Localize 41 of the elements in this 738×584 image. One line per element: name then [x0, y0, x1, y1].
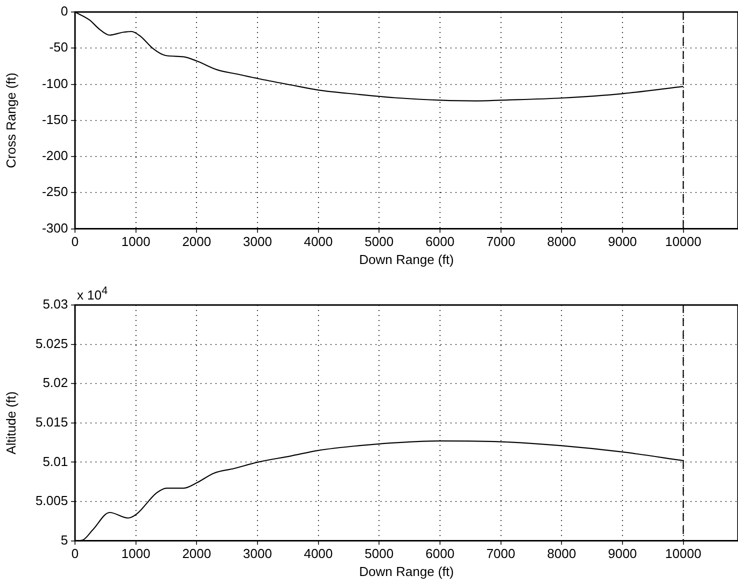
x-axis-title: Down Range (ft)	[359, 564, 454, 579]
y-tick-label: 5.01	[42, 454, 68, 469]
x-tick-label: 2000	[182, 234, 212, 250]
text: x 10$^{4}$	[77, 285, 108, 302]
y-tick-label: 0	[60, 4, 68, 19]
y-tick-label: 5.03	[42, 296, 68, 312]
x-tick-label: 0	[71, 546, 79, 562]
y-tick-label: -300	[42, 220, 68, 236]
x-tick-label: 3000	[243, 234, 272, 250]
x-tick-label: 5000	[364, 234, 394, 250]
x-tick-label: 10000	[665, 234, 702, 250]
x-tick-label: 6000	[425, 546, 454, 562]
y-tick-label: -50	[49, 40, 68, 55]
x-axis-title: Down Range (ft)	[359, 252, 454, 267]
y-tick-label: -250	[42, 184, 68, 200]
x-tick-label: 9000	[608, 234, 637, 250]
x-tick-label: 7000	[486, 234, 516, 250]
y-axis-title: Altitude (ft)	[3, 391, 18, 454]
x-tick-label: 8000	[547, 234, 576, 250]
x-tick-label: 0	[71, 234, 79, 250]
y-tick-label: 5.015	[35, 414, 68, 430]
x-tick-label: 2000	[182, 546, 212, 562]
y-tick-label: 5.02	[42, 375, 68, 390]
x-tick-label: 1000	[121, 546, 150, 562]
x-tick-label: 9000	[608, 546, 637, 562]
x-tick-label: 7000	[486, 546, 516, 562]
y-tick-label: 5.025	[35, 336, 68, 351]
y-tick-label: 5.005	[35, 493, 68, 508]
x-tick-label: 6000	[425, 234, 454, 250]
x-tick-label: 4000	[304, 234, 333, 250]
y-tick-label: -150	[42, 112, 68, 127]
x-tick-label: 8000	[547, 546, 576, 562]
x-tick-label: 10000	[665, 546, 702, 562]
y-tick-label: 5	[60, 532, 68, 548]
x-tick-label: 4000	[304, 546, 333, 562]
x-tick-label: 5000	[364, 546, 394, 562]
x-tick-label: 3000	[243, 546, 272, 562]
x-tick-label: 1000	[121, 234, 150, 250]
y-axis-title: Cross Range (ft)	[3, 72, 18, 168]
y-tick-label: -200	[42, 148, 68, 164]
y-tick-label: -100	[42, 76, 68, 91]
